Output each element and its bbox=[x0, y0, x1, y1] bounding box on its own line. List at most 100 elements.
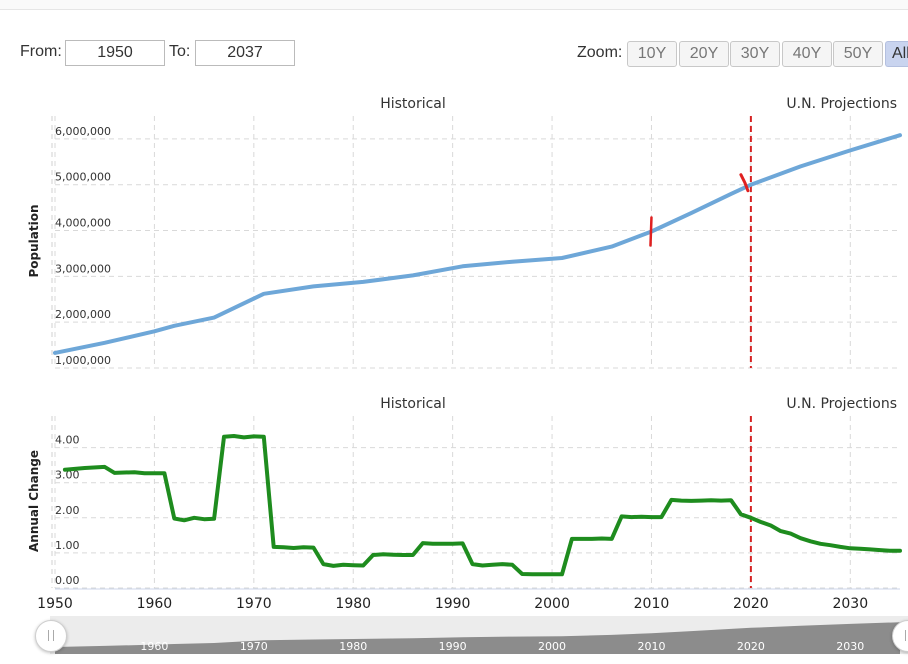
population-data-point bbox=[610, 245, 614, 249]
annual-change-series-line bbox=[62, 434, 902, 577]
annual-change-data-point bbox=[182, 518, 186, 522]
annual-change-data-point bbox=[799, 536, 803, 540]
annual-change-data-point bbox=[83, 466, 87, 470]
annual-change-data-point bbox=[749, 516, 753, 520]
annual-change-data-point bbox=[640, 515, 644, 519]
zoom-all-button[interactable]: All bbox=[885, 41, 908, 67]
population-data-point bbox=[749, 183, 753, 187]
annual-change-data-point bbox=[252, 434, 256, 438]
population-data-point bbox=[560, 256, 564, 260]
to-label: To: bbox=[169, 43, 191, 60]
annual-change-data-point bbox=[868, 547, 872, 551]
annual-change-data-point bbox=[351, 563, 355, 567]
navigator-left-handle[interactable] bbox=[35, 620, 67, 652]
population-data-point bbox=[510, 260, 514, 264]
annual-change-y-tick-label: 3.00 bbox=[55, 469, 80, 482]
annual-change-data-point bbox=[262, 435, 266, 439]
to-date-input[interactable]: 2037 bbox=[195, 40, 295, 66]
zoom-20y-button[interactable]: 20Y bbox=[679, 41, 729, 67]
annual-change-data-point bbox=[212, 517, 216, 521]
annual-change-data-point bbox=[580, 537, 584, 541]
population-data-point bbox=[361, 280, 365, 284]
annual-change-data-point bbox=[421, 541, 425, 545]
annual-change-data-point bbox=[878, 548, 882, 552]
annual-change-data-point bbox=[142, 471, 146, 475]
annual-change-data-point bbox=[838, 545, 842, 549]
annual-change-y-tick-label: 0.00 bbox=[55, 574, 80, 587]
annual-change-data-point bbox=[540, 572, 544, 576]
x-tick-label: 2020 bbox=[733, 596, 769, 612]
annual-change-data-point bbox=[162, 471, 166, 475]
from-date-input[interactable]: 1950 bbox=[65, 40, 165, 66]
population-y-tick-label: 3,000,000 bbox=[55, 262, 111, 275]
bottom-projections-label: U.N. Projections bbox=[786, 396, 897, 412]
annual-change-data-point bbox=[302, 545, 306, 549]
annual-change-data-point bbox=[858, 547, 862, 551]
annual-change-data-point bbox=[590, 537, 594, 541]
annual-change-data-point bbox=[292, 546, 296, 550]
population-y-tick-label: 2,000,000 bbox=[55, 308, 111, 321]
population-data-point bbox=[212, 316, 216, 320]
annual-change-data-point bbox=[441, 542, 445, 546]
annual-change-data-point bbox=[818, 542, 822, 546]
annual-change-data-point bbox=[689, 499, 693, 503]
annual-change-data-point bbox=[321, 562, 325, 566]
annual-change-data-point bbox=[480, 564, 484, 568]
annual-change-data-point bbox=[570, 537, 574, 541]
annual-change-data-point bbox=[391, 553, 395, 557]
annual-change-data-point bbox=[510, 563, 514, 567]
population-data-point bbox=[411, 273, 415, 277]
annual-change-data-point bbox=[103, 465, 107, 469]
annual-change-data-point bbox=[242, 435, 246, 439]
annual-change-data-point bbox=[202, 517, 206, 521]
top-projections-label: U.N. Projections bbox=[786, 96, 897, 112]
annual-change-data-point bbox=[272, 545, 276, 549]
annual-change-data-point bbox=[709, 498, 713, 502]
annual-change-data-point bbox=[341, 563, 345, 567]
annual-change-data-point bbox=[192, 516, 196, 520]
annual-change-data-point bbox=[172, 516, 176, 520]
x-tick-label: 1980 bbox=[335, 596, 371, 612]
population-data-point bbox=[172, 324, 176, 328]
annual-change-data-point bbox=[600, 537, 604, 541]
x-tick-label: 1970 bbox=[236, 596, 272, 612]
population-series-line bbox=[53, 133, 902, 355]
annual-change-data-point bbox=[451, 542, 455, 546]
population-y-tick-label: 4,000,000 bbox=[55, 217, 111, 230]
annual-change-data-point bbox=[739, 512, 743, 516]
highlight-mark-2020 bbox=[739, 173, 750, 193]
zoom-50y-button[interactable]: 50Y bbox=[833, 41, 883, 67]
annual-change-data-point bbox=[431, 542, 435, 546]
x-tick-label: 2000 bbox=[534, 596, 570, 612]
navigator-tick-label: 1970 bbox=[240, 640, 268, 653]
population-data-point bbox=[103, 341, 107, 345]
navigator-tick-label: 1960 bbox=[140, 640, 168, 653]
annual-change-data-point bbox=[789, 532, 793, 536]
population-y-tick-label: 1,000,000 bbox=[55, 354, 111, 367]
annual-change-y-tick-label: 4.00 bbox=[55, 434, 80, 447]
zoom-10y-button[interactable]: 10Y bbox=[627, 41, 677, 67]
annual-change-y-tick-label: 1.00 bbox=[55, 539, 80, 552]
annual-change-data-point bbox=[699, 499, 703, 503]
zoom-30y-button[interactable]: 30Y bbox=[730, 41, 780, 67]
annual-change-data-point bbox=[520, 572, 524, 576]
annual-change-data-point bbox=[133, 470, 137, 474]
annual-change-data-point bbox=[371, 553, 375, 557]
annual-change-data-point bbox=[331, 564, 335, 568]
population-data-point bbox=[311, 284, 315, 288]
population-data-point bbox=[898, 133, 902, 137]
annual-change-axis-title: Annual Change bbox=[27, 450, 41, 552]
annual-change-data-point bbox=[500, 562, 504, 566]
annual-change-data-point bbox=[560, 572, 564, 576]
annual-change-data-point bbox=[530, 572, 534, 576]
x-tick-label: 2010 bbox=[634, 596, 670, 612]
annual-change-data-point bbox=[620, 514, 624, 518]
from-label: From: bbox=[20, 43, 62, 60]
top-bar bbox=[0, 0, 908, 10]
zoom-40y-button[interactable]: 40Y bbox=[782, 41, 832, 67]
annual-change-data-point bbox=[630, 515, 634, 519]
x-tick-label: 1990 bbox=[435, 596, 471, 612]
zoom-label: Zoom: bbox=[577, 44, 623, 61]
annual-change-data-point bbox=[679, 499, 683, 503]
